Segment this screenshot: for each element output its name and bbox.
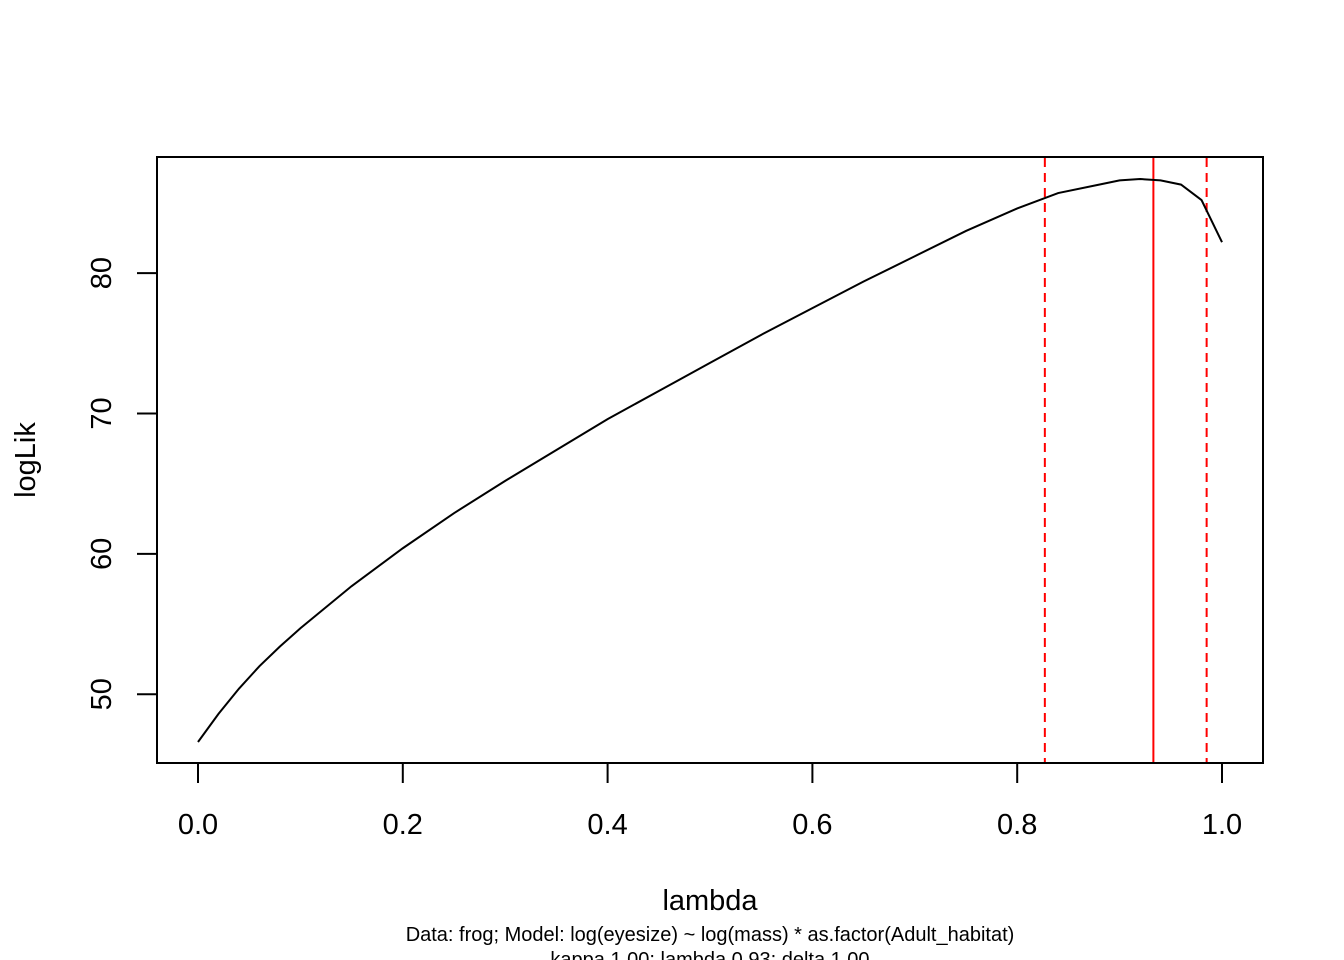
y-tick-label: 50 bbox=[86, 678, 118, 710]
y-axis-label: logLik bbox=[10, 422, 42, 498]
reference-lines bbox=[1043, 158, 1208, 762]
y-tick-label: 70 bbox=[86, 397, 118, 429]
x-axis-label: lambda bbox=[662, 885, 758, 917]
axes: 0.0 0.2 0.4 0.6 0.8 1.0 50 60 70 80 bbox=[86, 257, 1242, 841]
subtitle-line-1: Data: frog; Model: log(eyesize) ~ log(ma… bbox=[406, 924, 1015, 946]
subtitle-line-2: kappa 1.00; lambda 0.93; delta 1.00 bbox=[550, 949, 869, 960]
x-tick-label: 0.0 bbox=[178, 809, 218, 841]
series-group bbox=[197, 177, 1223, 743]
x-tick-label: 0.6 bbox=[792, 809, 832, 841]
x-tick-label: 0.4 bbox=[587, 809, 627, 841]
x-tick-label: 0.2 bbox=[383, 809, 423, 841]
x-tick-label: 0.8 bbox=[997, 809, 1037, 841]
y-tick-label: 80 bbox=[86, 257, 118, 289]
plot-box bbox=[156, 156, 1264, 764]
y-tick-label: 60 bbox=[86, 538, 118, 570]
x-tick-label: 1.0 bbox=[1202, 809, 1242, 841]
loglik-curve bbox=[197, 177, 1223, 743]
